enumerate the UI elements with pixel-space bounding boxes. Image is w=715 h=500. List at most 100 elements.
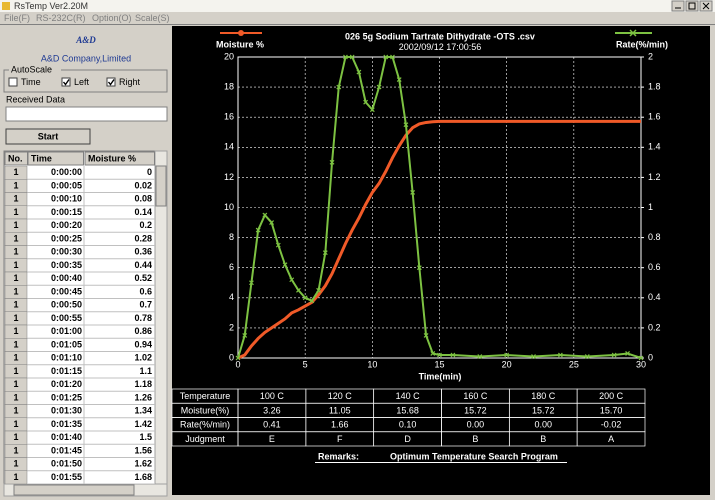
cell-no: 1 <box>13 445 18 455</box>
cell-no: 1 <box>13 260 18 270</box>
menu-item[interactable]: Scale(S) <box>135 13 170 23</box>
rate-marker <box>316 287 322 293</box>
legend-label: Moisture % <box>216 39 264 49</box>
rate-marker <box>282 262 288 268</box>
result-text: E <box>269 434 275 444</box>
cell-moisture: 0 <box>147 167 152 177</box>
h-scroll-thumb[interactable] <box>13 484 135 496</box>
cell-no: 1 <box>13 326 18 336</box>
y2-tick-label: 2 <box>648 51 653 61</box>
rate-marker <box>477 354 483 359</box>
checkbox-label: Right <box>119 77 141 87</box>
x-tick-label: 15 <box>434 359 444 369</box>
checkbox-label: Time <box>21 77 41 87</box>
menu-item[interactable]: File(F) <box>4 13 30 23</box>
remarks-label: Remarks: <box>318 451 359 461</box>
header-cell <box>27 151 84 166</box>
rate-marker <box>363 99 369 105</box>
scroll-thumb[interactable] <box>155 165 167 207</box>
maximize-button[interactable] <box>685 0 699 12</box>
cell-no: 1 <box>13 339 18 349</box>
title-bar <box>0 0 715 12</box>
logo-mark: A&D <box>75 35 96 45</box>
rate-marker <box>584 354 590 359</box>
cell-moisture: 0.6 <box>139 286 152 296</box>
cell-no: 1 <box>13 300 18 310</box>
y-tick-label: 16 <box>224 112 234 122</box>
chart-title: 026 5g Sodium Tartrate Dithydrate -OTS .… <box>345 31 535 41</box>
minimize-button[interactable] <box>671 0 685 12</box>
cell-time: 0:01:30 <box>51 406 82 416</box>
legend-marker <box>238 30 244 36</box>
autoscale-label: AutoScale <box>11 64 52 74</box>
y-tick-label: 10 <box>224 202 234 212</box>
rate-marker <box>437 352 442 358</box>
close-icon <box>702 2 710 10</box>
rate-marker <box>289 277 295 283</box>
window-title: RsTemp Ver2.20M <box>14 1 88 11</box>
cell-time: 0:00:40 <box>51 273 82 283</box>
column-header: No. <box>8 153 23 163</box>
data-table <box>3 150 168 497</box>
menu-item[interactable]: RS-232C(R) <box>36 13 86 23</box>
cell-time: 0:01:00 <box>51 326 82 336</box>
cell-moisture: 0.7 <box>139 300 152 310</box>
checkbox[interactable] <box>8 77 18 87</box>
rate-marker <box>396 77 402 82</box>
cell-no: 1 <box>13 167 18 177</box>
menu-item[interactable]: Option(O) <box>92 13 132 23</box>
rate-marker <box>369 107 375 113</box>
rate-marker <box>343 54 348 60</box>
y2-tick-label: 0.2 <box>648 322 661 332</box>
cell-time: 0:01:45 <box>51 445 82 455</box>
cell-time: 0:00:55 <box>51 313 82 323</box>
result-text: 0.41 <box>263 420 281 430</box>
cell-no: 1 <box>13 353 18 363</box>
result-text: 180 C <box>531 391 556 401</box>
rate-marker <box>249 280 254 286</box>
start-button[interactable] <box>5 128 91 145</box>
rate-marker <box>403 122 409 128</box>
received-data-input[interactable] <box>5 106 168 122</box>
result-text: 120 C <box>328 391 353 401</box>
result-text: 100 C <box>260 391 285 401</box>
rate-marker <box>430 351 436 356</box>
column-header: Moisture % <box>88 153 136 163</box>
cell-time: 0:01:50 <box>51 459 82 469</box>
rate-marker <box>296 287 301 293</box>
result-cell <box>576 431 646 447</box>
checkbox[interactable] <box>106 77 116 87</box>
cell-time: 0:00:50 <box>51 300 82 310</box>
remarks-text: Optimum Temperature Search Program <box>390 451 558 461</box>
rate-marker <box>349 54 355 60</box>
cell-time: 0:01:10 <box>51 353 82 363</box>
rate-marker <box>423 333 429 338</box>
plot-frame <box>237 56 642 359</box>
rate-marker <box>255 227 261 233</box>
cell-time: 0:01:05 <box>51 339 82 349</box>
y2-tick-label: 0 <box>648 352 653 362</box>
checkbox[interactable] <box>61 77 71 87</box>
legend-marker <box>629 29 637 37</box>
cell-no: 1 <box>13 379 18 389</box>
received-label: Received Data <box>6 94 65 104</box>
y-tick-label: 18 <box>224 81 234 91</box>
result-text: 0.10 <box>399 420 417 430</box>
rate-marker <box>416 265 422 271</box>
cell-time: 0:00:35 <box>51 260 82 270</box>
result-text: A <box>608 434 614 444</box>
cell-moisture: 1.5 <box>139 432 152 442</box>
rate-marker <box>275 242 281 248</box>
cell-no: 1 <box>13 392 18 402</box>
rate-marker <box>638 355 644 361</box>
cell-moisture: 1.56 <box>134 445 152 455</box>
result-text: B <box>540 434 546 444</box>
cell-time: 0:01:25 <box>51 392 82 402</box>
rate-marker <box>322 250 328 256</box>
column-header: Time <box>31 153 52 163</box>
series-line <box>237 56 642 359</box>
cell-moisture: 0.52 <box>134 273 152 283</box>
cell-moisture: 1.1 <box>139 366 152 376</box>
cell-no: 1 <box>13 194 18 204</box>
cell-time: 0:00:25 <box>51 233 82 243</box>
